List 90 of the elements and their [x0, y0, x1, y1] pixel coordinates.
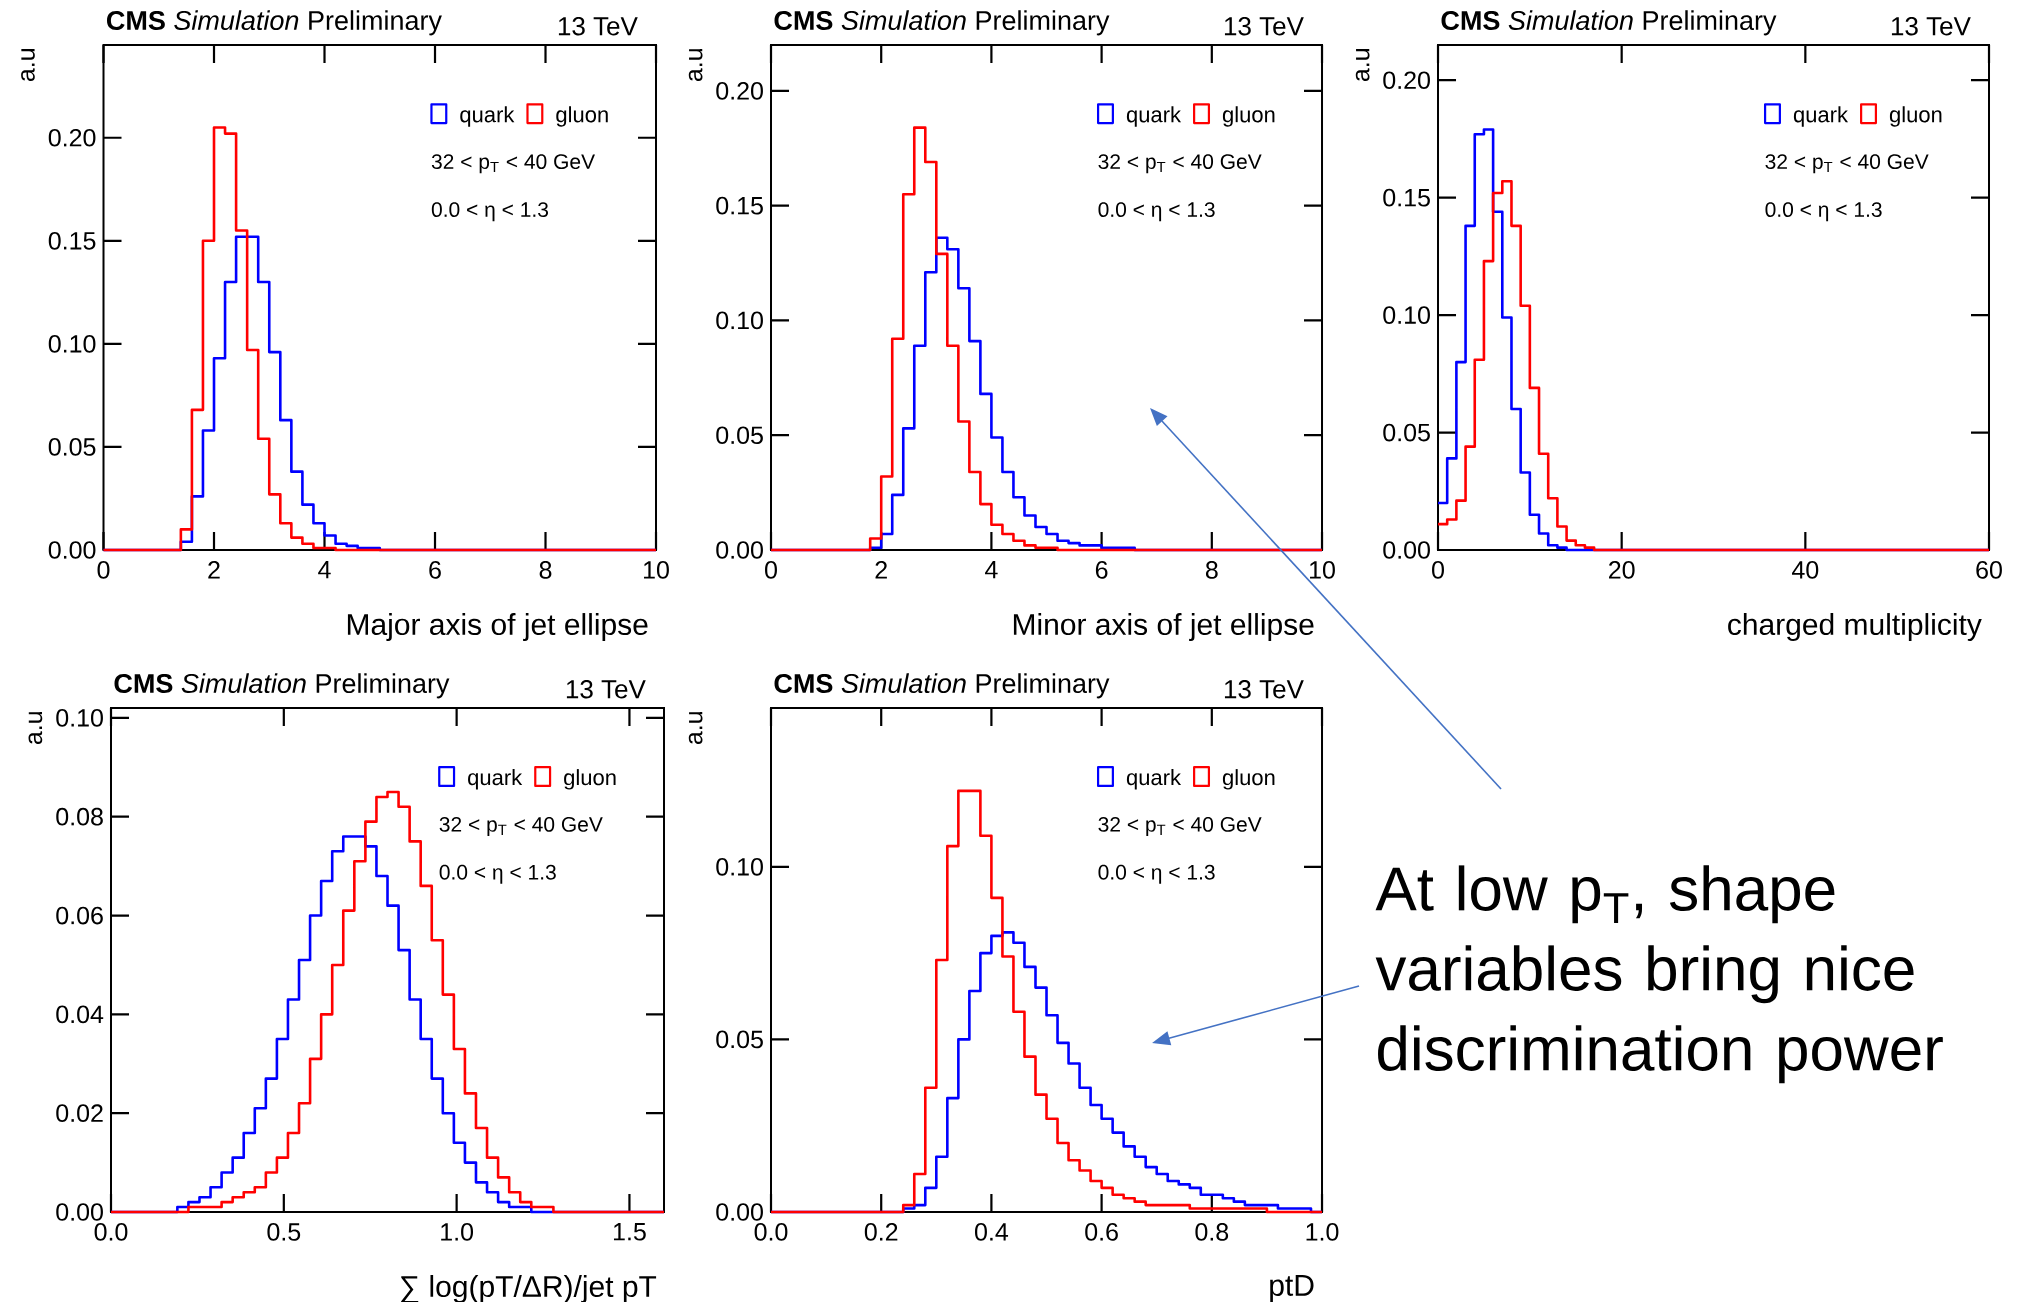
y-tick-label: 0.20: [48, 128, 96, 147]
x-tick-label: 0.5: [267, 1223, 301, 1241]
chart-subtitle: 13 TeV: [558, 16, 638, 36]
chart-title: CMS Simulation Preliminary: [107, 10, 442, 36]
x-tick-label: 1.0: [441, 1223, 474, 1241]
annotation: 32 < p$_{T}$ < 40 GeV: [439, 816, 603, 836]
annotation: 32 < p$_{T}$ < 40 GeV: [1098, 154, 1262, 174]
y-tick-label: 0.00: [56, 1203, 103, 1221]
legend-label: gluon: [1222, 769, 1275, 790]
legend-label: quark: [1126, 106, 1182, 127]
text: At low p$_{T}$, shape variables bring nice discrimination power: [1375, 865, 1943, 1084]
x-tick-label: 0: [1432, 561, 1444, 579]
annotation: 0.0 < η < 1.3: [1098, 864, 1215, 884]
annotation: 32 < p$_{T}$ < 40 GeV: [431, 154, 595, 174]
y-tick-label: 0.00: [1383, 541, 1430, 559]
y-tick-label: 0.05: [716, 426, 763, 445]
x-tick-label: 20: [1609, 561, 1635, 579]
y-tick-label: 0.20: [716, 82, 763, 100]
legend-label: quark: [468, 769, 523, 790]
x-tick-label: 6: [429, 561, 441, 579]
legend-label: gluon: [1222, 106, 1275, 127]
y-tick-label: 0.10: [1383, 306, 1430, 324]
x-tick-label: 4: [985, 561, 998, 579]
annotation: 32 < p$_{T}$ < 40 GeV: [1765, 154, 1929, 174]
y-axis-title: a.u: [28, 712, 43, 745]
x-tick-label: 40: [1792, 561, 1819, 579]
annotation: 32 < p$_{T}$ < 40 GeV: [1098, 816, 1262, 836]
x-tick-label: 6: [1095, 561, 1108, 579]
y-axis-title: a.u: [1355, 49, 1370, 82]
chart-subtitle: 13 TeV: [1891, 16, 1971, 36]
y-tick-label: 0.00: [716, 1203, 763, 1221]
y-tick-label: 0.15: [1383, 188, 1430, 207]
y-tick-label: 0.04: [56, 1005, 104, 1024]
y-tick-label: 0.02: [56, 1104, 103, 1123]
y-tick-label: 0.06: [56, 906, 103, 925]
chart-title: CMS Simulation Preliminary: [114, 673, 450, 699]
x-tick-label: 0.4: [975, 1223, 1009, 1241]
x-axis-title: ptD: [1270, 1275, 1314, 1302]
chart-title: CMS Simulation Preliminary: [774, 10, 1110, 36]
x-tick-label: 10: [1310, 561, 1335, 579]
y-tick-label: 0.00: [716, 541, 763, 559]
y-tick-label: 0.20: [1383, 71, 1430, 90]
y-tick-label: 0.10: [716, 857, 763, 876]
x-tick-label: 2: [875, 561, 887, 579]
x-axis-title: charged multiplicity: [1728, 613, 1982, 642]
legend-label: gluon: [564, 769, 616, 790]
x-tick-label: 4: [318, 561, 331, 579]
y-axis-title: a.u: [21, 49, 35, 82]
y-tick-label: 0.10: [48, 335, 96, 353]
y-tick-label: 0.15: [48, 231, 96, 250]
y-tick-label: 0.15: [716, 196, 763, 215]
chart-subtitle: 13 TeV: [566, 680, 646, 699]
x-tick-label: 0.6: [1085, 1223, 1118, 1241]
x-tick-label: 0.2: [864, 1223, 898, 1241]
annotation: 0.0 < η < 1.3: [431, 202, 549, 222]
chart-subtitle: 13 TeV: [1224, 16, 1304, 36]
x-tick-label: 0.0: [754, 1223, 788, 1241]
legend-label: quark: [1793, 106, 1849, 127]
y-tick-label: 0.10: [56, 709, 103, 727]
x-axis-title: Major axis of jet ellipse: [347, 613, 648, 642]
x-tick-label: 60: [1976, 561, 2002, 579]
y-tick-label: 0.05: [1383, 423, 1430, 442]
annotation: 0.0 < η < 1.3: [439, 864, 556, 884]
x-tick-label: 0.8: [1195, 1223, 1229, 1241]
x-tick-label: 8: [539, 561, 552, 579]
y-tick-label: 0.05: [716, 1030, 763, 1049]
legend-label: gluon: [556, 106, 608, 127]
y-tick-label: 0.05: [48, 438, 96, 456]
y-tick-label: 0.08: [56, 807, 103, 826]
legend-label: gluon: [1889, 106, 1942, 127]
x-tick-label: 8: [1205, 561, 1218, 579]
chart-title: CMS Simulation Preliminary: [774, 673, 1110, 699]
x-tick-label: 1.5: [613, 1223, 646, 1241]
chart-title: CMS Simulation Preliminary: [1441, 10, 1777, 36]
x-axis-title: Minor axis of jet ellipse: [1013, 613, 1314, 642]
y-tick-label: 0.10: [716, 311, 763, 330]
y-axis-title: a.u: [688, 712, 703, 745]
x-tick-label: 0: [765, 561, 777, 579]
legend-label: quark: [460, 106, 515, 127]
x-tick-label: 10: [644, 561, 669, 579]
x-tick-label: 2: [208, 561, 220, 579]
chart-subtitle: 13 TeV: [1224, 680, 1304, 699]
x-tick-label: 1.0: [1306, 1223, 1339, 1241]
x-tick-label: 0.0: [94, 1223, 128, 1241]
y-tick-label: 0.00: [48, 541, 96, 559]
legend-label: quark: [1126, 769, 1182, 790]
y-axis-title: a.u: [688, 49, 703, 82]
x-tick-label: 0: [97, 561, 110, 579]
annotation: 0.0 < η < 1.3: [1765, 202, 1882, 222]
annotation: 0.0 < η < 1.3: [1098, 202, 1215, 222]
